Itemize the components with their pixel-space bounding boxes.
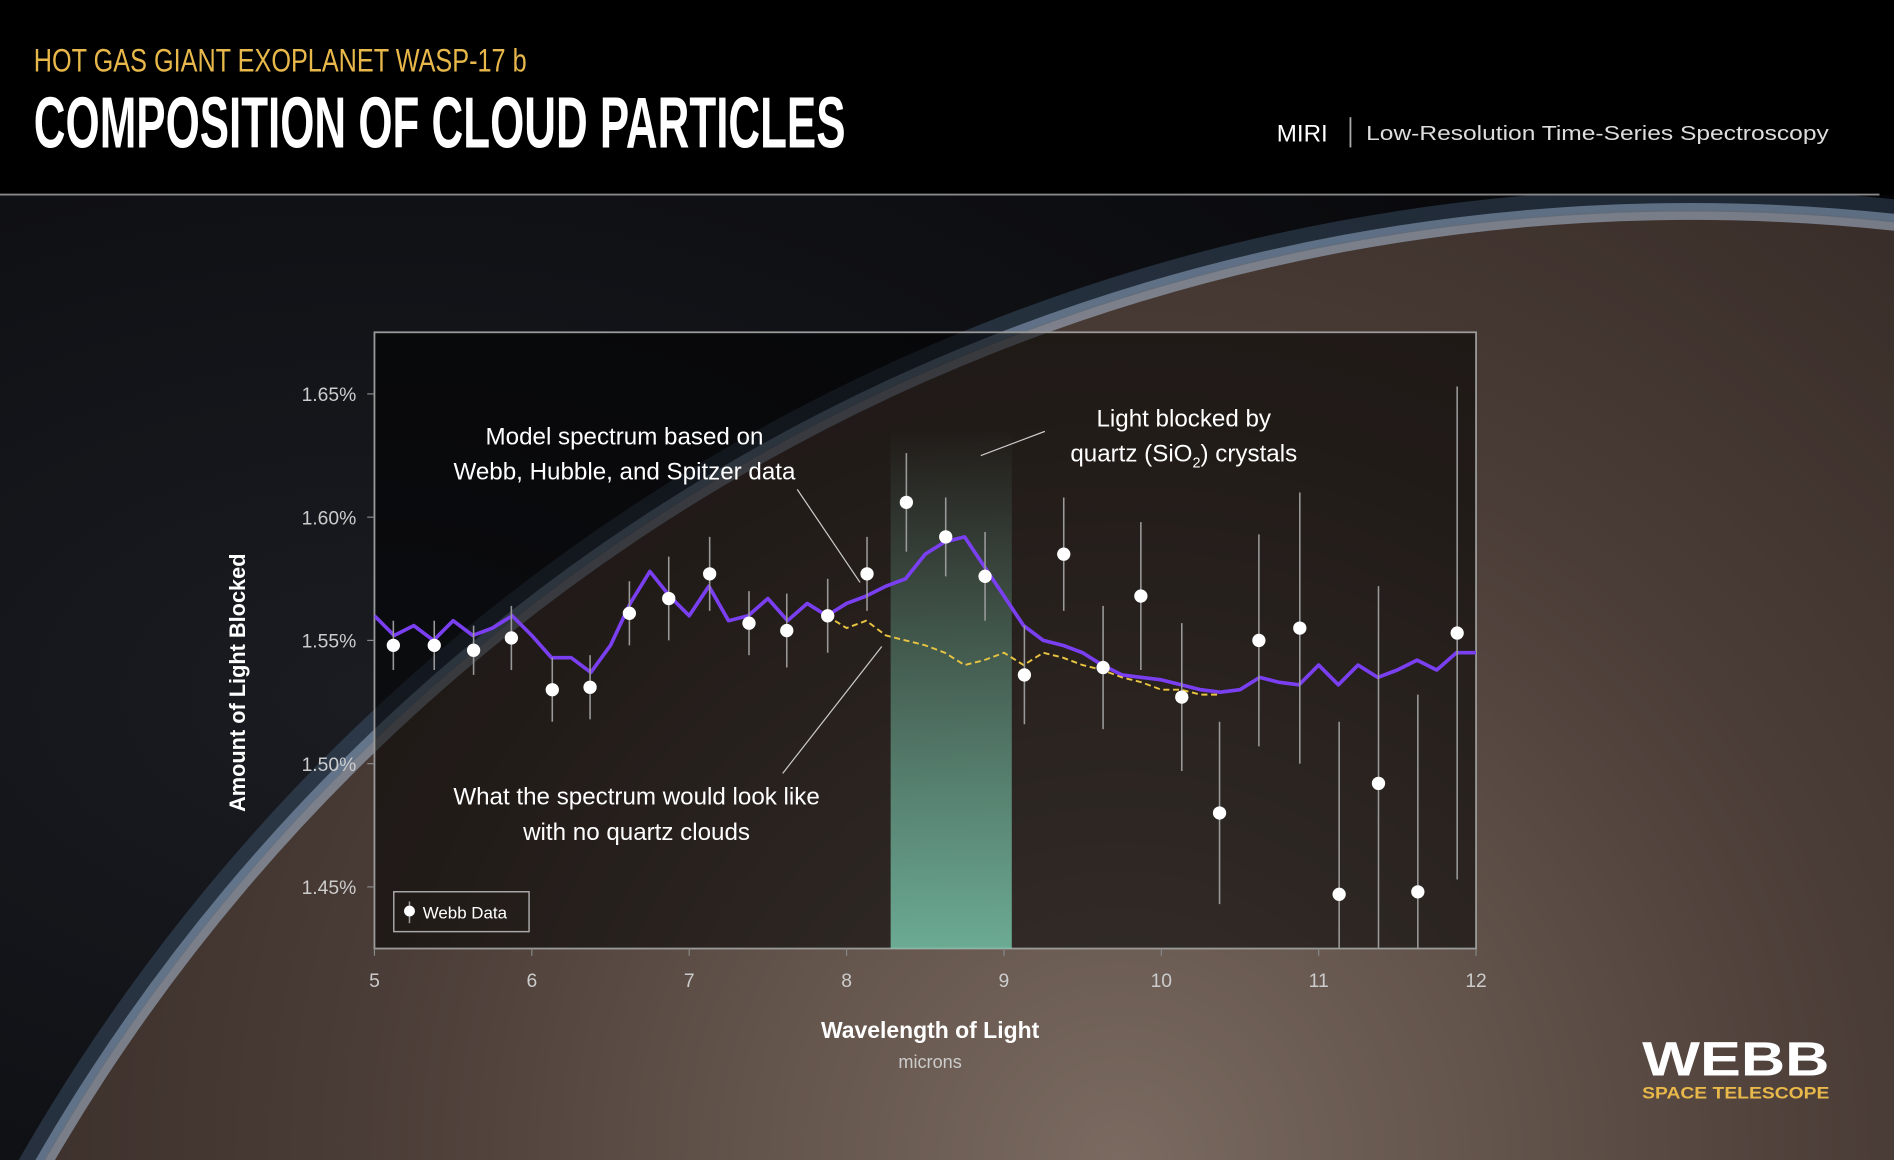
data-point <box>545 683 559 697</box>
instrument: MIRI <box>1277 120 1328 147</box>
annotation: Light blocked by <box>1096 406 1271 433</box>
data-point <box>860 567 874 581</box>
data-point <box>1252 633 1266 648</box>
data-point <box>1293 621 1307 635</box>
data-point <box>742 616 756 630</box>
x-tick-label: 5 <box>369 971 380 992</box>
annotation: Webb, Hubble, and Spitzer data <box>454 459 796 486</box>
y-tick-label: 1.60% <box>302 508 357 529</box>
annotation-leader <box>782 646 883 774</box>
data-point <box>583 680 597 694</box>
data-point <box>386 638 400 652</box>
x-tick-label: 7 <box>684 971 695 992</box>
data-point <box>978 569 992 583</box>
annotation: What the spectrum would look like <box>453 784 819 811</box>
data-point <box>427 638 441 652</box>
title: COMPOSITION OF CLOUD PARTICLES <box>34 82 846 163</box>
annotation: quartz (SiO2) crystals <box>1070 441 1297 472</box>
data-point <box>504 631 519 645</box>
supertitle: HOT GAS GIANT EXOPLANET WASP-17 b <box>34 41 527 78</box>
data-point <box>1017 668 1032 682</box>
plot: Webb Data Model spectrum based on Webb, Hu… <box>367 386 1477 956</box>
y-tick-label: 1.45% <box>302 878 357 899</box>
data-point <box>1134 589 1148 603</box>
y-axis-label: Amount of Light Blocked <box>225 553 250 811</box>
logo-subtitle: SPACE TELESCOPE <box>1642 1083 1829 1102</box>
legend-label: Webb Data <box>423 903 508 922</box>
quartz-band <box>890 428 1012 949</box>
legend-marker <box>404 905 415 917</box>
data-point <box>939 530 953 544</box>
data-point <box>821 609 835 623</box>
annotation: Model spectrum based on <box>486 424 764 451</box>
data-point <box>899 495 914 510</box>
x-tick-label: 11 <box>1309 971 1329 992</box>
x-axis-label: Wavelength of Light <box>821 1017 1040 1043</box>
y-tick-label: 1.65% <box>302 385 357 406</box>
mode: Low-Resolution Time-Series Spectroscopy <box>1366 122 1830 145</box>
y-tick-label: 1.55% <box>302 632 357 653</box>
x-tick-label: 10 <box>1151 971 1172 992</box>
annotation-leader <box>980 430 1046 457</box>
x-tick-label: 6 <box>526 971 537 992</box>
data-point <box>466 643 481 657</box>
data-point <box>1411 885 1425 899</box>
legend-box <box>393 891 530 933</box>
data-point <box>1371 776 1386 791</box>
x-tick-label: 8 <box>841 971 852 992</box>
y-tick-label: 1.50% <box>302 755 357 776</box>
data-point <box>1332 887 1346 901</box>
data-point <box>780 623 794 638</box>
data-point <box>703 567 717 581</box>
annotation-part: ) crystals <box>1201 441 1298 468</box>
x-tick-label: 12 <box>1465 971 1486 992</box>
data-point <box>1212 806 1227 820</box>
data-point <box>1175 690 1189 704</box>
x-tick-label: 9 <box>999 971 1010 992</box>
annotation: with no quartz clouds <box>522 819 750 846</box>
annotation-leader <box>796 489 861 583</box>
annotation-part: 2 <box>1192 456 1200 472</box>
data-point <box>662 591 676 606</box>
data-point <box>1096 660 1110 675</box>
logo: WEBB <box>1642 1032 1829 1086</box>
annotation-part: quartz (SiO <box>1070 441 1192 468</box>
data-point <box>622 606 637 620</box>
planet-rim <box>35 203 1894 1160</box>
data-point <box>1450 626 1464 640</box>
x-axis-sublabel: microns <box>898 1052 961 1072</box>
data-point <box>1057 547 1071 561</box>
header <box>0 0 1894 195</box>
planet-glow <box>18 189 1894 1160</box>
model-line <box>374 535 1477 694</box>
